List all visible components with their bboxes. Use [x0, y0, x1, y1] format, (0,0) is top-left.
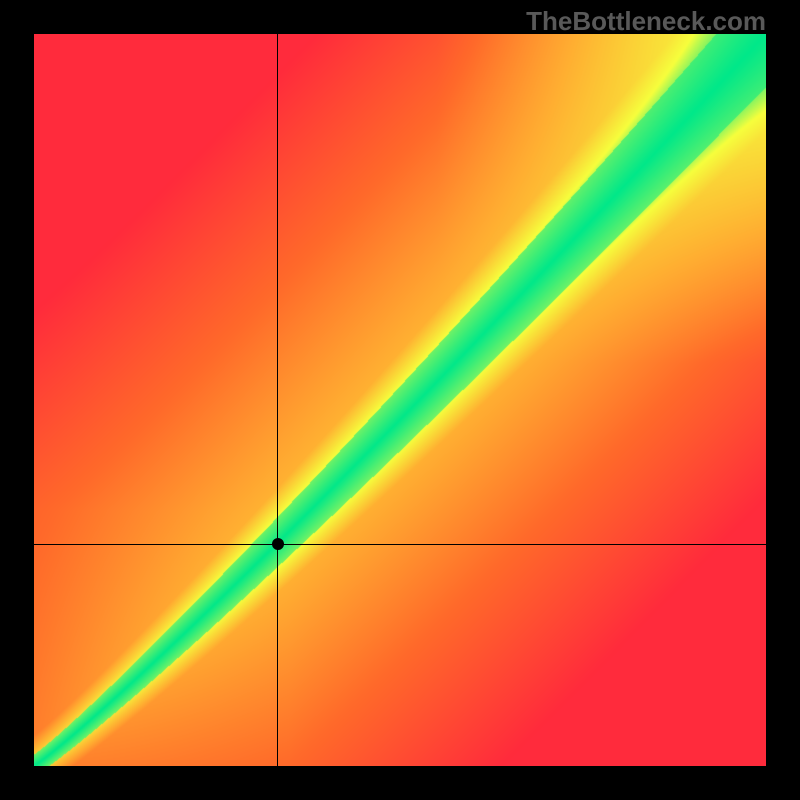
chart-outer-frame: TheBottleneck.com — [0, 0, 800, 800]
crosshair-horizontal — [34, 544, 766, 545]
heatmap-canvas — [34, 34, 766, 766]
crosshair-vertical — [277, 34, 278, 766]
plot-area — [34, 34, 766, 766]
crosshair-point — [272, 538, 284, 550]
watermark-text: TheBottleneck.com — [526, 6, 766, 37]
